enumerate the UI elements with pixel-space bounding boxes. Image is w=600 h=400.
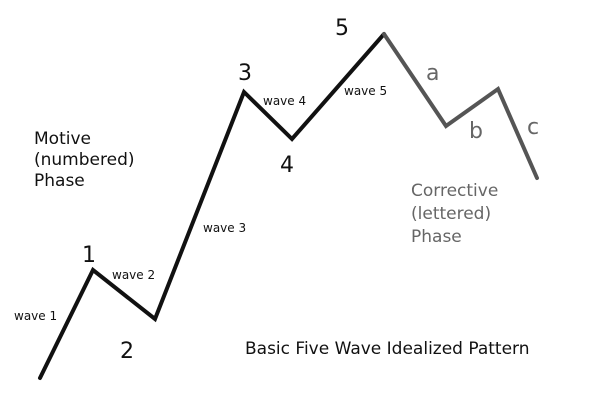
wave-label-1: wave 1: [14, 309, 57, 323]
wave-label-2: wave 2: [112, 268, 155, 282]
motive-phase-label: Motive (numbered) Phase: [34, 129, 140, 191]
point-label-4: 4: [280, 153, 294, 178]
point-label-5: 5: [335, 16, 349, 41]
point-label-b: b: [469, 119, 483, 144]
corrective-phase-line-2: (lettered): [411, 204, 491, 224]
motive-phase-line-3: Phase: [34, 171, 85, 191]
diagram-title: Basic Five Wave Idealized Pattern: [245, 339, 530, 359]
corrective-wave-line: [382, 32, 539, 180]
corrective-phase-label: Corrective (lettered) Phase: [411, 181, 504, 247]
corrective-phase-line-1: Corrective: [411, 181, 498, 201]
point-label-2: 2: [120, 339, 134, 364]
point-label-a: a: [426, 61, 439, 86]
motive-wave-line: [38, 32, 386, 380]
motive-phase-line-1: Motive: [34, 129, 91, 149]
corrective-phase-line-3: Phase: [411, 227, 462, 247]
point-label-c: c: [527, 115, 539, 140]
wave-label-5: wave 5: [344, 84, 387, 98]
point-label-3: 3: [238, 61, 252, 86]
wave-label-4: wave 4: [263, 94, 306, 108]
point-label-1: 1: [82, 243, 96, 268]
wave-label-3: wave 3: [203, 221, 246, 235]
motive-phase-line-2: (numbered): [34, 150, 135, 170]
